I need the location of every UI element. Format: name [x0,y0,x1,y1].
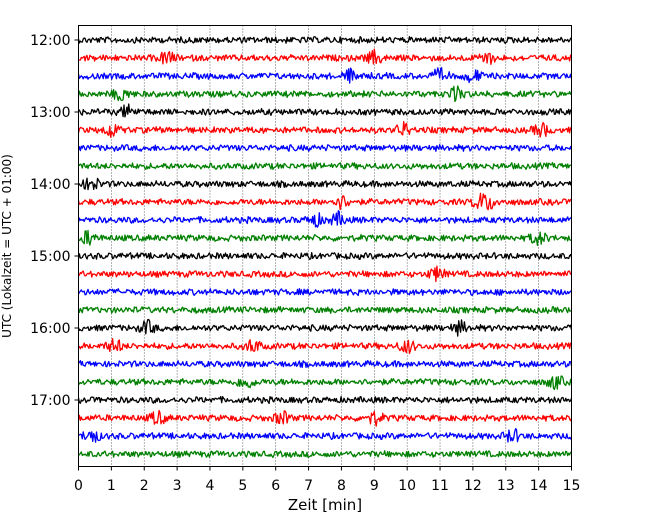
y-tick-label: 14:00 [30,177,70,193]
x-tick-label: 9 [370,478,379,494]
trace-line-1645 [77,375,573,391]
trace-line-1315 [77,120,572,138]
y-axis-label: UTC (Lokalzeit = UTC + 01:00) [0,154,14,338]
x-tick-label: 5 [238,478,247,494]
x-tick-label: 7 [304,478,313,494]
x-tick-label: 8 [337,478,346,494]
trace-line-1445 [77,229,572,247]
x-axis-label: Zeit [min] [288,496,362,514]
trace-line-1215 [78,48,573,65]
plot-frame [78,25,572,467]
trace-line-1430 [77,210,572,228]
trace-line-1530 [77,288,573,297]
x-tick-label: 12 [464,478,482,494]
trace-line-1500 [77,252,573,261]
y-tick-label: 12:00 [30,33,70,49]
x-axis-ticks: 0 1 2 3 4 5 6 7 8 9 10 11 12 13 14 15 [74,466,581,494]
y-tick-label: 15:00 [30,249,70,265]
trace-line-1330 [77,144,573,152]
x-tick-label: 13 [497,478,515,494]
trace-line-1245 [77,85,573,103]
trace-line-1415 [77,192,572,211]
x-tick-label: 2 [140,478,149,494]
trace-line-1600 [77,318,573,337]
trace-line-1700 [77,395,573,405]
trace-line-1715 [77,409,573,427]
y-tick-label: 13:00 [30,105,70,121]
trace-line-1545 [77,305,572,314]
y-tick-label: 16:00 [30,321,70,337]
trace-line-1400 [78,177,573,191]
x-tick-label: 3 [173,478,182,494]
trace-line-1345 [77,162,572,171]
x-tick-label: 0 [74,478,83,494]
x-tick-label: 15 [563,478,581,494]
x-tick-label: 11 [431,478,449,494]
trace-line-1730 [78,428,573,443]
x-tick-label: 10 [398,478,416,494]
trace-line-1630 [78,359,573,369]
trace-line-1200 [77,36,572,45]
y-axis-ticks: 12:00 13:00 14:00 15:00 16:00 17:00 [30,33,79,409]
x-tick-label: 14 [530,478,548,494]
trace-line-1230 [77,67,573,84]
trace-line-1615 [78,337,572,355]
trace-line-1745 [78,450,572,459]
x-tick-label: 4 [206,478,215,494]
x-tick-label: 1 [107,478,116,494]
y-tick-label: 17:00 [30,393,70,409]
x-tick-label: 6 [271,478,280,494]
trace-line-1515 [77,265,572,283]
trace-line-1300 [78,103,572,118]
seismic-traces [77,36,573,459]
